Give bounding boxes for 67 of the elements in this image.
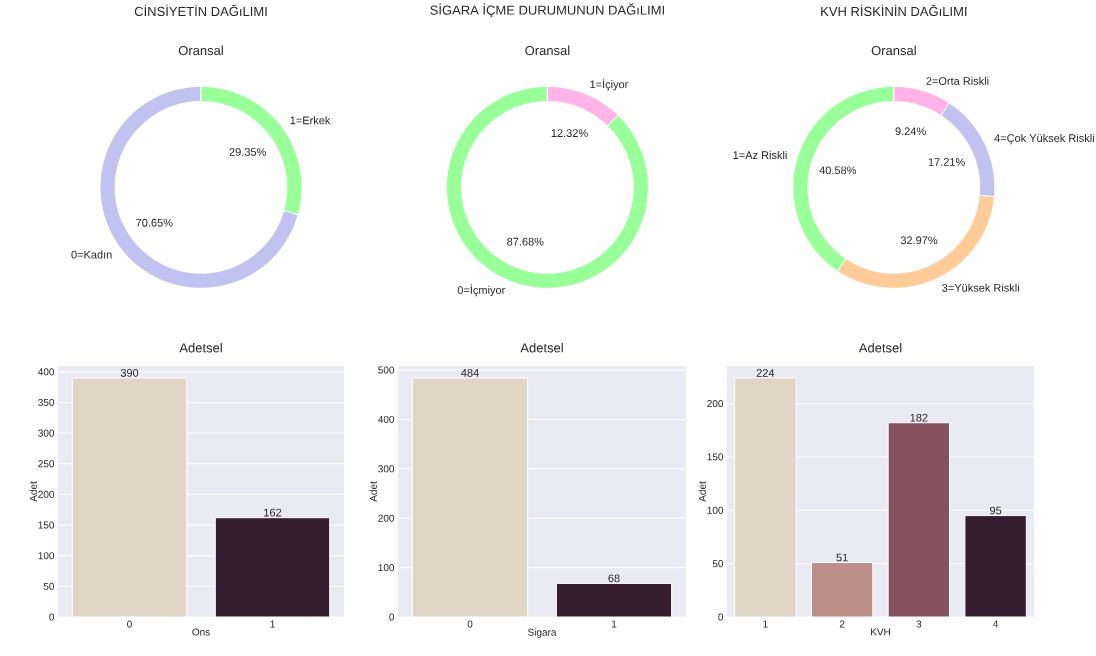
data-label: 9.24%	[895, 127, 926, 136]
data-label: 224	[756, 369, 775, 377]
y-tick-label: 200	[707, 400, 724, 408]
data-label: 29.35%	[229, 148, 266, 156]
y-tick-label: 200	[38, 490, 55, 498]
y-tick-label: 200	[378, 514, 395, 522]
chart-subtitle: Oransal	[871, 45, 916, 56]
data-label: 70.65%	[136, 218, 173, 227]
data-label: 95	[990, 506, 1002, 515]
x-axis-title: Ons	[192, 628, 210, 636]
y-tick-label: 100	[38, 552, 55, 560]
slice-label: 0=Kadın	[71, 250, 112, 259]
y-axis-title: Adet	[698, 481, 706, 502]
chart-title: SİGARA İÇME DURUMUNUN DAĞıLIMI	[430, 3, 664, 18]
data-label: 17.21%	[928, 158, 965, 166]
y-tick-label: 0	[718, 613, 724, 621]
y-tick-label: 300	[38, 429, 55, 437]
data-label: 40.58%	[819, 166, 857, 175]
y-tick-label: 150	[707, 453, 724, 461]
chart-title: Adetsel	[179, 342, 222, 353]
data-label: 162	[264, 508, 282, 517]
y-tick-label: 0	[389, 613, 395, 621]
y-tick-label: 500	[378, 366, 395, 374]
y-tick-label: 50	[712, 560, 724, 568]
chart-title: Adetsel	[520, 342, 563, 353]
y-tick-label: 100	[707, 506, 724, 514]
y-tick-label: 150	[38, 521, 55, 529]
y-tick-label: 50	[43, 582, 55, 590]
x-tick-label: 3	[916, 620, 922, 628]
x-tick-label: 4	[993, 620, 999, 628]
slice-label: 1=İçiyor	[590, 78, 629, 91]
y-tick-label: 400	[378, 415, 395, 423]
y-axis-title: Adet	[29, 481, 37, 502]
x-tick-label: 0	[127, 620, 132, 628]
data-label: 68	[608, 574, 620, 583]
y-tick-label: 0	[49, 613, 55, 621]
y-tick-label: 100	[378, 564, 395, 572]
y-tick-label: 400	[38, 368, 55, 376]
y-axis-title: Adet	[369, 481, 377, 502]
slice-label: 1=Az Riskli	[733, 150, 787, 159]
data-label: 12.32%	[551, 129, 588, 137]
slice-label: 1=Erkek	[290, 116, 331, 125]
x-axis-title: Sigara	[528, 628, 557, 638]
chart-title: KVH RİSKİNİN DAĞıLIMI	[821, 4, 967, 17]
x-tick-label: 2	[839, 620, 845, 628]
data-label: 32.97%	[900, 236, 938, 245]
y-tick-label: 250	[38, 460, 55, 468]
slice-label: 4=Çok Yüksek Riskli	[994, 133, 1094, 145]
slice-label: 2=Orta Riskli	[926, 76, 989, 85]
chart-subtitle: Oransal	[525, 45, 570, 56]
y-tick-label: 350	[38, 398, 55, 406]
data-label: 390	[120, 368, 139, 377]
x-axis-title: KVH	[871, 628, 890, 636]
slice-label: 3=Yüksek Riskli	[942, 283, 1019, 292]
data-label: 182	[910, 413, 928, 422]
chart-title: CİNSİYETİN DAĞıLIMI	[134, 4, 267, 17]
x-tick-label: 1	[763, 620, 768, 628]
x-tick-label: 1	[611, 620, 617, 628]
chart-subtitle: Oransal	[178, 45, 223, 56]
y-tick-label: 300	[378, 465, 395, 473]
data-label: 87.68%	[507, 237, 544, 246]
x-tick-label: 1	[270, 620, 275, 628]
slice-label: 0=İçmiyor	[457, 284, 506, 297]
x-tick-label: 0	[467, 620, 473, 628]
chart-title: Adetsel	[858, 342, 902, 353]
data-label: 51	[836, 553, 848, 562]
data-label: 484	[461, 368, 479, 377]
